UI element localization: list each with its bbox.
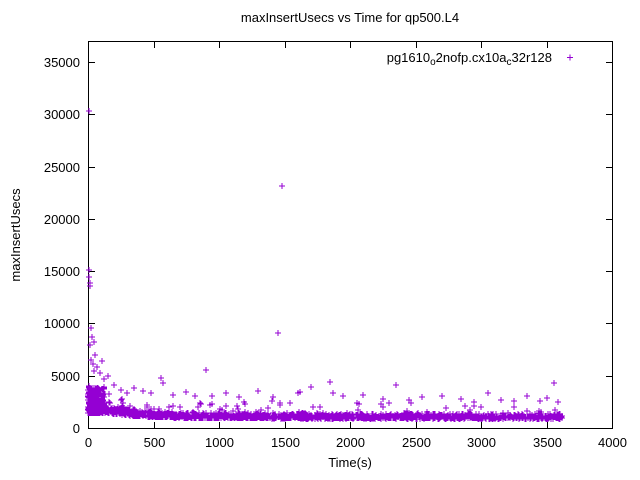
x-axis-label: Time(s) <box>328 455 372 470</box>
scatter-points <box>85 108 565 422</box>
legend-marker <box>567 54 573 61</box>
axes-layer: 0 500 1000 1500 2000 2500 3000 3500 4000 0 5000 100… <box>44 41 627 450</box>
x-tick-label: 4000 <box>598 435 627 450</box>
x-tick-label: 0 <box>85 435 92 450</box>
y-tick-label: 30000 <box>44 107 80 122</box>
x-tick-label: 1000 <box>205 435 234 450</box>
plot-border <box>88 41 613 429</box>
x-tick-label: 1500 <box>271 435 300 450</box>
chart-title: maxInsertUsecs vs Time for qp500.L4 <box>241 10 459 25</box>
y-tick-label: 5000 <box>51 369 80 384</box>
legend-label-subscript: o <box>430 57 436 68</box>
y-tick-label: 35000 <box>44 55 80 70</box>
y-tick-label: 25000 <box>44 160 80 175</box>
x-tick-label: 2000 <box>336 435 365 450</box>
legend-label-part: pg1610 <box>387 50 430 65</box>
y-tick-label: 10000 <box>44 316 80 331</box>
y-tick-label: 15000 <box>44 264 80 279</box>
legend-label-part: 32r128 <box>512 50 552 65</box>
legend-label: pg1610o2nofp.cx10ac32r128 <box>387 50 552 68</box>
legend-label-subscript: c <box>507 57 512 68</box>
data-points-layer <box>85 54 573 422</box>
y-tick-label: 20000 <box>44 212 80 227</box>
x-tick-label: 3500 <box>533 435 562 450</box>
x-tick-label: 500 <box>144 435 166 450</box>
y-tick-label: 0 <box>73 421 80 436</box>
y-axis-label: maxInsertUsecs <box>8 188 23 282</box>
x-tick-label: 3000 <box>467 435 496 450</box>
legend-label-part: 2nofp.cx10a <box>436 50 508 65</box>
x-tick-label: 2500 <box>402 435 431 450</box>
